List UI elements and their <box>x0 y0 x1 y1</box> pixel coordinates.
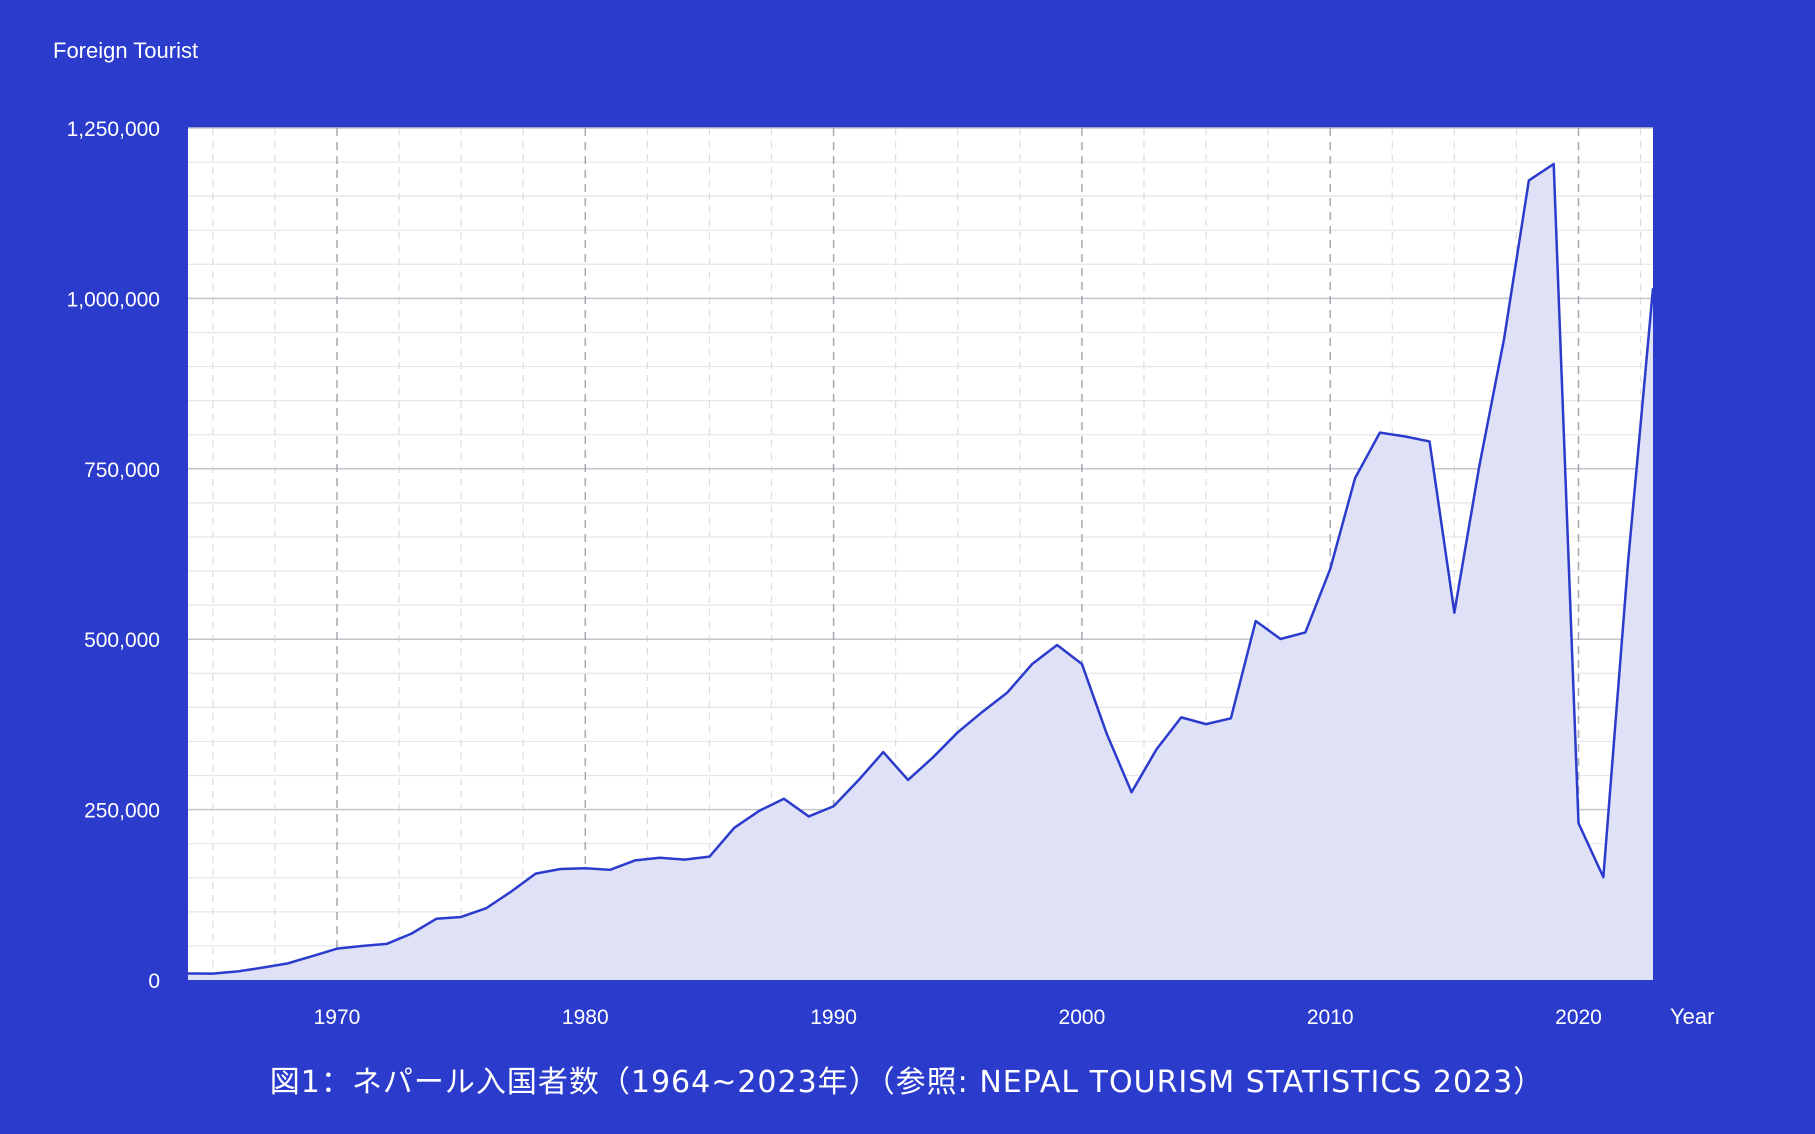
x-axis-title: Year <box>1670 1004 1714 1029</box>
x-tick-label: 2020 <box>1555 1006 1602 1029</box>
y-tick-label: 1,000,000 <box>67 288 160 311</box>
x-tick-label: 1980 <box>562 1006 609 1029</box>
x-tick-labels: 1970 1980 1990 2000 2010 2020 <box>314 1006 1602 1029</box>
x-tick-label: 1990 <box>810 1006 857 1029</box>
area-fill <box>188 163 1653 981</box>
series-line <box>187 162 1655 975</box>
y-tick-label: 750,000 <box>84 459 160 482</box>
y-tick-label: 1,250,000 <box>67 118 160 141</box>
y-tick-label: 0 <box>148 970 160 993</box>
y-axis-title: Foreign Tourist <box>53 38 198 63</box>
x-tick-label: 1970 <box>314 1006 361 1029</box>
data-points <box>187 163 1654 974</box>
y-tick-label: 500,000 <box>84 629 160 652</box>
figure-caption: 図1：ネパール入国者数（1964~2023年）（参照: NEPAL TOURIS… <box>270 1065 1544 1100</box>
x-tick-label: 2000 <box>1059 1006 1106 1029</box>
y-tick-label: 250,000 <box>84 800 160 823</box>
x-tick-label: 2010 <box>1307 1006 1354 1029</box>
y-tick-labels: 0 250,000 500,000 750,000 1,000,000 1,250,000 <box>67 118 160 993</box>
